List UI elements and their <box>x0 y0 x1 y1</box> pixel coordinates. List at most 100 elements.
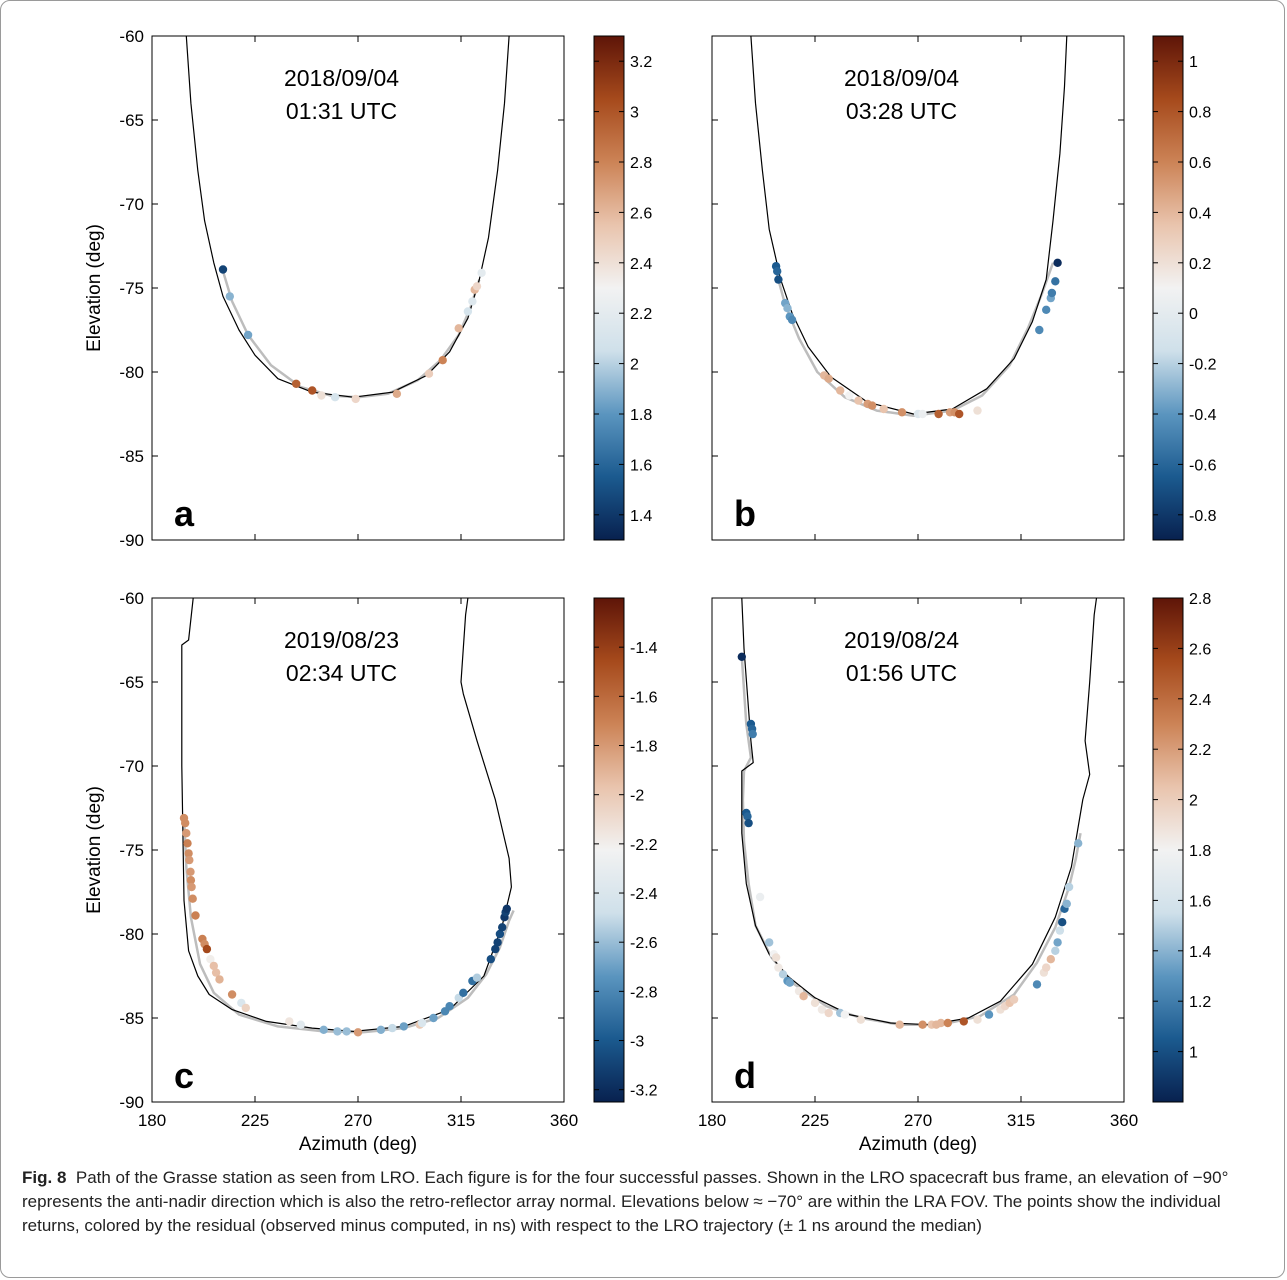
data-point <box>918 1020 927 1029</box>
data-point <box>209 961 218 971</box>
colorbar-tick-label: -0.8 <box>1189 508 1217 525</box>
colorbar-tick-label: 1.2 <box>1189 994 1211 1011</box>
y-tick-label: -60 <box>119 589 144 608</box>
data-point <box>984 1010 994 1019</box>
colorbar-tick-label: 0 <box>1189 306 1198 323</box>
data-point <box>817 1005 827 1014</box>
data-point <box>824 1008 833 1018</box>
data-point <box>787 315 797 325</box>
colorbar-tick-label: 0.2 <box>1189 256 1211 273</box>
colorbar-tick-label: -2.8 <box>630 984 658 1001</box>
data-point <box>737 652 746 661</box>
y-tick-label: -70 <box>119 195 144 214</box>
colorbar-tick-label: 1 <box>1189 54 1198 71</box>
colorbar <box>1152 35 1184 541</box>
colorbar-tick-label: 2.8 <box>1189 591 1211 608</box>
colorbar-tick-label: -2.6 <box>630 935 658 952</box>
y-tick-label: -65 <box>119 673 144 692</box>
data-point <box>183 839 192 848</box>
data-point <box>897 408 907 417</box>
colorbar-tick-label: 0.6 <box>1189 155 1211 172</box>
data-point <box>1058 918 1067 927</box>
data-point <box>417 1018 427 1028</box>
x-tick-label: 315 <box>447 1111 475 1130</box>
data-point <box>879 404 888 414</box>
x-tick-label: 270 <box>344 1111 372 1130</box>
data-point <box>424 369 434 378</box>
data-point <box>186 867 195 876</box>
track-line <box>740 656 1082 1026</box>
data-point <box>856 1015 865 1024</box>
colorbar-tick-label: -0.4 <box>1189 407 1217 424</box>
colorbar-tick-label: -3 <box>630 1034 644 1051</box>
data-point <box>491 944 500 954</box>
colorbar-tick-label: 1.4 <box>1189 944 1211 961</box>
colorbar-tick-label: -0.6 <box>1189 457 1217 474</box>
colorbar-tick-label: 3 <box>630 105 639 122</box>
colorbar-tick-label: 1.8 <box>1189 843 1211 860</box>
panel-a: -60 -65 -70 -75 -80 -85 -90 Elevation (deg) 2018… <box>84 27 652 550</box>
data-point <box>376 1025 386 1035</box>
caption-label: Fig. 8 <box>22 1168 67 1187</box>
data-point <box>399 1022 408 1031</box>
caption-text: Path of the Grasse station as seen from … <box>22 1168 1229 1235</box>
data-point <box>755 892 765 902</box>
y-axis-label: Elevation (deg) <box>84 786 105 914</box>
data-point <box>778 970 788 979</box>
data-point <box>181 818 190 828</box>
data-point <box>1055 926 1065 935</box>
panel-label: c <box>174 1055 194 1096</box>
data-point <box>1074 839 1083 848</box>
data-point <box>1064 882 1074 892</box>
data-point <box>187 882 196 892</box>
data-point <box>973 1015 982 1024</box>
data-point <box>1053 258 1062 267</box>
data-point <box>743 812 752 821</box>
pass-annotation-line: 2019/08/23 <box>284 627 399 653</box>
data-point <box>934 409 943 419</box>
data-point <box>748 729 757 739</box>
data-point <box>319 1025 328 1035</box>
panel-label: a <box>174 493 195 534</box>
data-point <box>836 386 845 395</box>
x-tick-label: 180 <box>138 1111 166 1130</box>
y-tick-label: -85 <box>119 1009 144 1028</box>
data-point <box>459 988 468 997</box>
y-tick-label: -90 <box>119 1093 144 1112</box>
data-point <box>765 938 774 947</box>
colorbar <box>593 35 625 541</box>
colorbar-tick-label: 2 <box>630 357 639 374</box>
colorbar-tick-label: 1.6 <box>1189 893 1211 910</box>
colorbar-tick-label: 2.6 <box>630 205 652 222</box>
colorbar-tick-label: 0.4 <box>1189 205 1211 222</box>
data-point <box>498 923 507 932</box>
colorbar-tick-label: 2.8 <box>630 155 652 172</box>
plot-area <box>151 597 565 1103</box>
x-tick-label: 360 <box>550 1111 578 1130</box>
data-point <box>388 1023 397 1033</box>
data-point <box>845 391 854 400</box>
data-point <box>188 894 197 903</box>
data-point <box>1051 946 1060 955</box>
colorbar-tick-label: 2.6 <box>1189 641 1211 658</box>
data-point <box>959 1017 968 1026</box>
colorbar-tick-label: 2.2 <box>1189 742 1211 759</box>
data-point <box>477 268 486 278</box>
pass-annotation-line: 01:56 UTC <box>846 660 957 686</box>
data-point <box>227 990 237 999</box>
data-point <box>202 944 212 954</box>
colorbar-tick-label: 2 <box>1189 793 1198 810</box>
data-point <box>186 876 196 885</box>
y-axis-label: Elevation (deg) <box>84 224 105 352</box>
y-tick-label: -75 <box>119 841 144 860</box>
data-point <box>486 955 495 964</box>
track-line <box>772 262 1055 417</box>
data-point <box>468 297 477 306</box>
colorbar-tick-label: -2 <box>630 788 644 805</box>
data-point <box>1032 980 1042 989</box>
pass-annotation-line: 01:31 UTC <box>286 98 397 124</box>
colorbar-tick-label: -1.4 <box>630 640 658 657</box>
data-point <box>317 391 326 400</box>
data-point <box>243 330 253 340</box>
